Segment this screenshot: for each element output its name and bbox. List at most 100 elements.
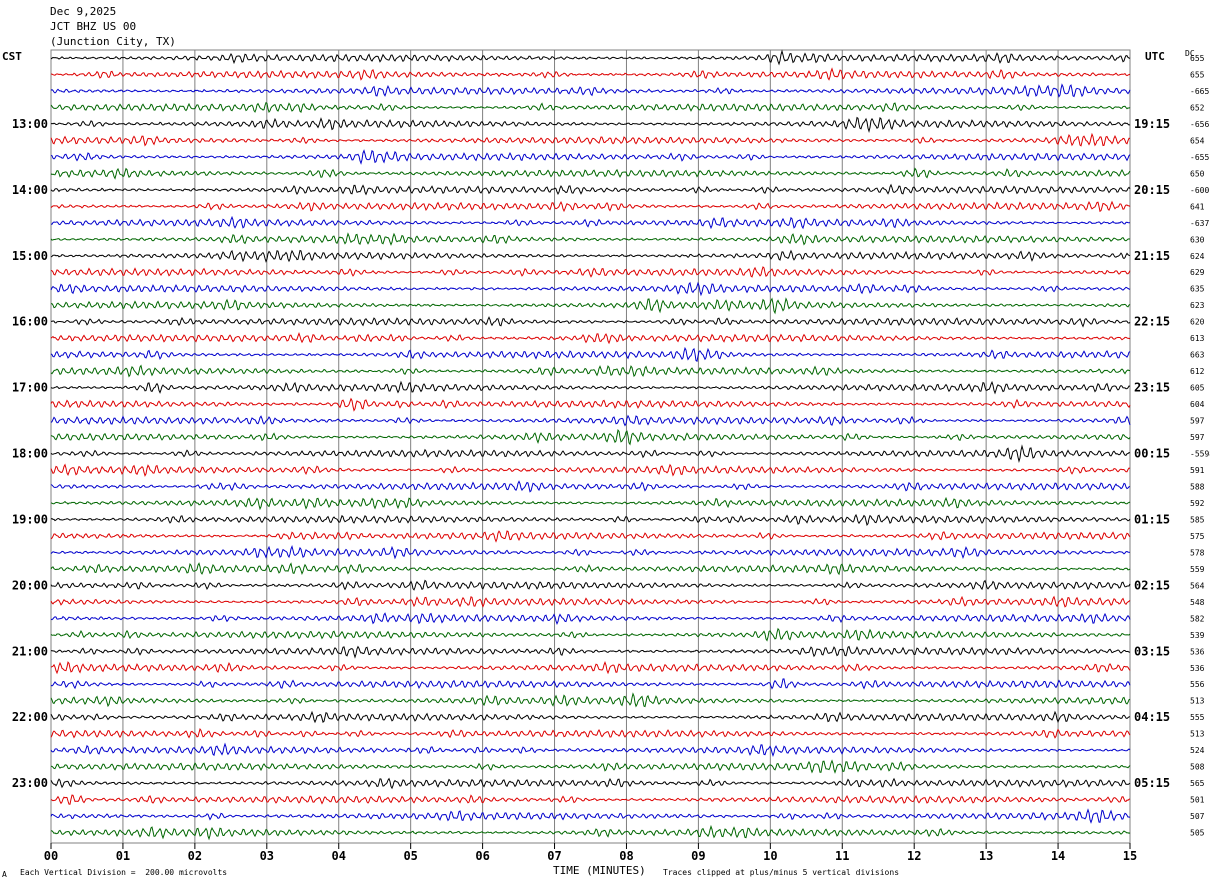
dc-offset-label: 536 <box>1190 664 1205 673</box>
dc-offset-label: 652 <box>1190 103 1205 112</box>
dc-offset-label: 565 <box>1190 779 1205 788</box>
trace-line-26 <box>50 480 1131 493</box>
x-axis-title: TIME (MINUTES) <box>553 864 646 877</box>
cst-hour-label: 15:00 <box>12 249 48 263</box>
trace-line-43 <box>50 759 1131 774</box>
dc-offset-label: 559 <box>1190 565 1205 574</box>
cst-hour-label: 14:00 <box>12 183 48 197</box>
trace-line-14 <box>50 281 1131 297</box>
trace-line-37 <box>50 661 1131 675</box>
cst-hour-label: 16:00 <box>12 315 48 329</box>
trace-line-35 <box>50 627 1131 642</box>
cst-hour-label: 22:00 <box>12 710 48 724</box>
dc-offset-label: 513 <box>1190 697 1205 706</box>
x-tick-label: 12 <box>907 849 921 863</box>
x-tick-label: 03 <box>260 849 274 863</box>
x-tick-label: 07 <box>547 849 561 863</box>
trace-line-13 <box>50 266 1131 278</box>
utc-hour-label: 20:15 <box>1134 183 1170 197</box>
trace-line-36 <box>50 645 1131 659</box>
dc-offset-label: -5598 <box>1190 450 1210 459</box>
dc-offset-label: 597 <box>1190 417 1205 426</box>
trace-line-31 <box>50 562 1131 576</box>
x-tick-label: 14 <box>1051 849 1065 863</box>
dc-offset-label: 604 <box>1190 400 1205 409</box>
cst-hour-label: 21:00 <box>12 644 48 658</box>
dc-offset-label: 539 <box>1190 631 1205 640</box>
trace-line-46 <box>50 808 1131 824</box>
dc-offset-label: 591 <box>1190 466 1205 475</box>
utc-axis-label: UTC <box>1145 50 1165 63</box>
x-tick-label: 09 <box>691 849 705 863</box>
dc-offset-label: 524 <box>1190 746 1205 755</box>
utc-hour-label: 22:15 <box>1134 315 1170 329</box>
dc-offset-label: 564 <box>1190 581 1205 590</box>
dc-offset-label: 605 <box>1190 384 1205 393</box>
dc-offset-label: 655 <box>1190 54 1205 63</box>
dc-offset-label: 655 <box>1190 70 1205 79</box>
scale-note: Each Vertical Division = 200.00 microvol… <box>20 868 228 877</box>
dc-offset-label: -656 <box>1190 120 1209 129</box>
dc-offset-label: 501 <box>1190 796 1205 805</box>
utc-hour-label: 21:15 <box>1134 249 1170 263</box>
x-tick-label: 06 <box>475 849 489 863</box>
trace-line-15 <box>50 297 1131 315</box>
trace-line-33 <box>50 595 1131 608</box>
dc-offset-label: 575 <box>1190 532 1205 541</box>
dc-offset-label: -655 <box>1190 153 1209 162</box>
trace-line-42 <box>50 742 1131 757</box>
clip-note: Traces clipped at plus/minus 5 vertical … <box>663 868 900 877</box>
dc-offset-label: 630 <box>1190 235 1205 244</box>
dc-offset-label: 508 <box>1190 763 1205 772</box>
cst-hour-label: 19:00 <box>12 512 48 526</box>
dc-offset-label: 513 <box>1190 730 1205 739</box>
dc-offset-label: 505 <box>1190 829 1205 838</box>
x-tick-label: 13 <box>979 849 993 863</box>
dc-offset-label: 635 <box>1190 285 1205 294</box>
dc-offset-label: 556 <box>1190 680 1205 689</box>
trace-line-6 <box>50 149 1131 165</box>
trace-line-10 <box>50 215 1130 230</box>
cst-hour-label: 13:00 <box>12 117 48 131</box>
x-tick-label: 04 <box>332 849 346 863</box>
trace-line-1 <box>50 67 1131 81</box>
x-tick-label: 10 <box>763 849 777 863</box>
dc-offset-label: 650 <box>1190 169 1205 178</box>
trace-line-20 <box>50 380 1131 395</box>
utc-hour-label: 01:15 <box>1134 512 1170 526</box>
date-label: Dec 9,2025 <box>50 5 117 18</box>
trace-line-47 <box>50 824 1131 841</box>
utc-hour-label: 00:15 <box>1134 447 1170 461</box>
trace-line-45 <box>50 794 1131 805</box>
cst-axis-label: CST <box>2 50 22 63</box>
utc-hour-label: 03:15 <box>1134 644 1170 658</box>
utc-hour-label: 05:15 <box>1134 776 1170 790</box>
trace-line-34 <box>50 612 1131 626</box>
x-tick-label: 05 <box>403 849 417 863</box>
dc-offset-label: 588 <box>1190 482 1205 491</box>
dc-offset-label: 623 <box>1190 301 1205 310</box>
dc-offset-label: -600 <box>1190 186 1209 195</box>
trace-line-16 <box>50 316 1131 328</box>
x-tick-label: 01 <box>116 849 130 863</box>
cst-hour-label: 17:00 <box>12 381 48 395</box>
trace-line-19 <box>50 364 1131 378</box>
trace-line-25 <box>50 463 1131 477</box>
trace-line-9 <box>50 200 1131 213</box>
dc-offset-label: 548 <box>1190 598 1205 607</box>
dc-offset-label: 654 <box>1190 136 1205 145</box>
trace-line-44 <box>50 777 1131 790</box>
trace-line-22 <box>50 414 1131 427</box>
dc-offset-labels: 655 655 -665 652 -656 654 -655 650 -600 641 -637 63… <box>1190 54 1210 838</box>
trace-line-21 <box>50 397 1131 412</box>
dc-label: DC <box>1185 49 1195 58</box>
dc-offset-label: 620 <box>1190 318 1205 327</box>
trace-line-39 <box>50 692 1131 708</box>
x-tick-label: 02 <box>188 849 202 863</box>
cst-hour-label: 23:00 <box>12 776 48 790</box>
trace-line-23 <box>50 428 1131 446</box>
trace-line-12 <box>50 249 1131 263</box>
utc-hour-label: 04:15 <box>1134 710 1170 724</box>
trace-line-32 <box>50 579 1131 591</box>
